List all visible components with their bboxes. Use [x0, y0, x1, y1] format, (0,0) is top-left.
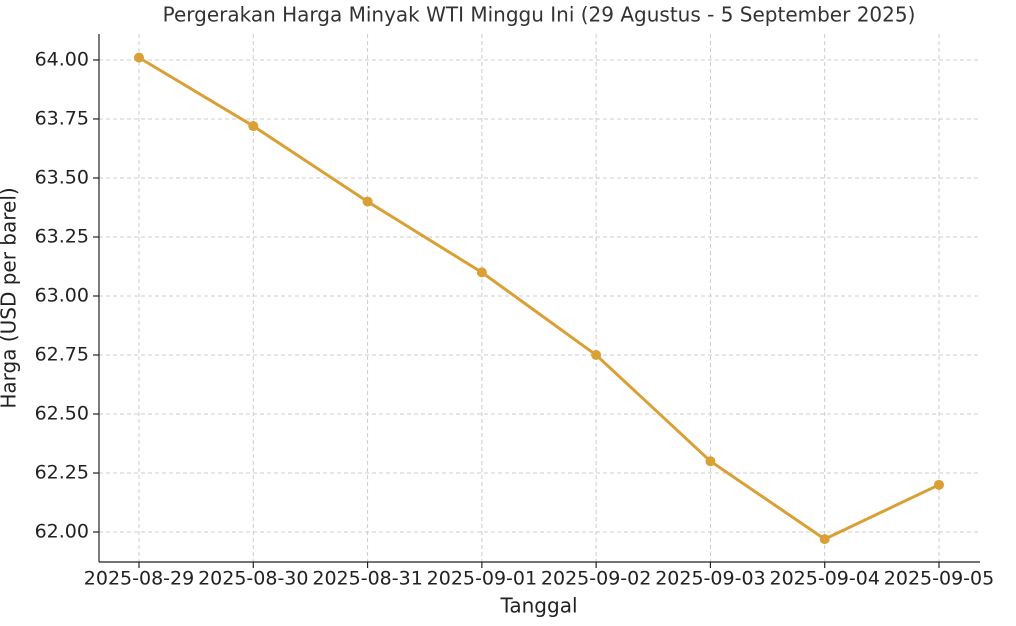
y-tick-label: 62.25 [35, 462, 89, 484]
y-axis-label: Harga (USD per barel) [0, 187, 21, 408]
data-point [934, 479, 944, 490]
y-tick-label: 62.00 [35, 521, 89, 543]
y-tick-label: 62.75 [35, 344, 89, 366]
data-point [476, 267, 487, 278]
x-tick-label: 2025-08-31 [312, 568, 422, 590]
y-tick-label: 63.50 [35, 166, 89, 188]
y-tick-label: 64.00 [35, 48, 89, 70]
x-axis-label: Tanggal [499, 594, 577, 618]
x-tick-label: 2025-09-04 [770, 568, 880, 590]
data-point [705, 456, 716, 467]
x-tick-label: 2025-09-02 [541, 568, 651, 590]
data-point [819, 534, 830, 545]
x-tick-label: 2025-09-05 [884, 568, 994, 590]
chart-title: Pergerakan Harga Minyak WTI Minggu Ini (… [163, 3, 916, 27]
data-point [134, 52, 144, 63]
x-tick-label: 2025-08-29 [84, 568, 194, 590]
data-point [362, 196, 373, 207]
data-line [138, 56, 940, 541]
y-tick-label: 63.75 [35, 107, 89, 129]
y-tick-label: 63.25 [35, 225, 89, 247]
x-tick-label: 2025-08-30 [198, 568, 308, 590]
y-tick-label: 62.50 [35, 403, 89, 425]
data-point [248, 121, 259, 132]
y-tick-label: 63.00 [35, 284, 89, 306]
data-point [591, 350, 602, 361]
x-tick-label: 2025-09-01 [427, 568, 537, 590]
x-tick-label: 2025-09-03 [655, 568, 765, 590]
